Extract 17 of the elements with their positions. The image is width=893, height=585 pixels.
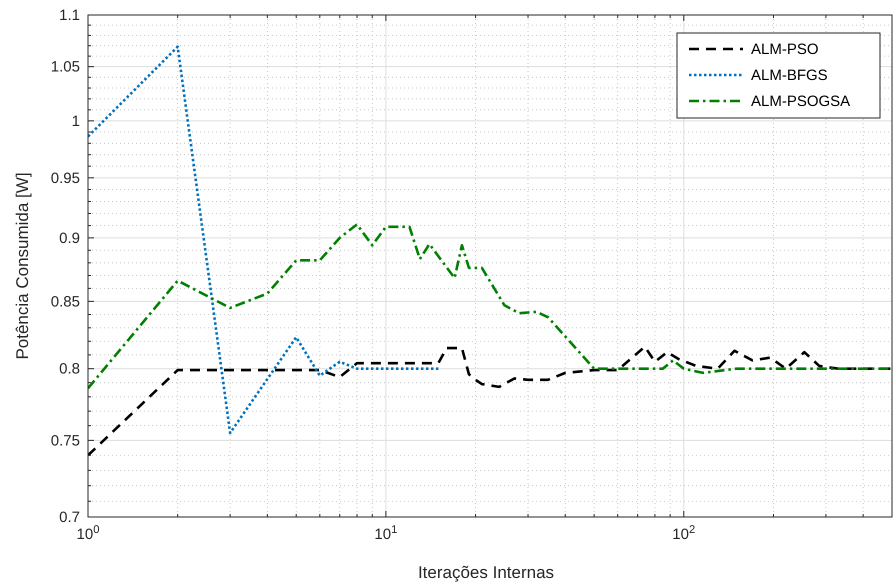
y-tick-label: 0.75 bbox=[50, 432, 80, 450]
x-tick-label: 10$^{1}$ bbox=[374, 524, 398, 543]
y-tick-label: 0.95 bbox=[50, 170, 80, 187]
y-tick-label: 1.05 bbox=[50, 58, 80, 76]
x-tick-label: 10$^{0}$ bbox=[76, 524, 100, 543]
y-tick-label: 0.85 bbox=[50, 293, 80, 310]
x-axis-title: Iterações Internas bbox=[418, 563, 554, 582]
legend-label: ALM-PSOGSA bbox=[751, 93, 850, 110]
legend-label: ALM-BFGS bbox=[751, 67, 828, 84]
y-tick-label: 0.8 bbox=[59, 360, 80, 378]
y-tick-label: 1 bbox=[72, 112, 80, 130]
legend-label: ALM-PSO bbox=[751, 41, 819, 58]
y-tick-label: 0.7 bbox=[59, 509, 80, 526]
y-tick-label: 1.1 bbox=[59, 7, 80, 24]
y-axis-title: Potência Consumida [W] bbox=[13, 172, 32, 360]
x-tick-label: 10$^{2}$ bbox=[672, 524, 696, 543]
y-tick-label: 0.9 bbox=[59, 230, 80, 247]
